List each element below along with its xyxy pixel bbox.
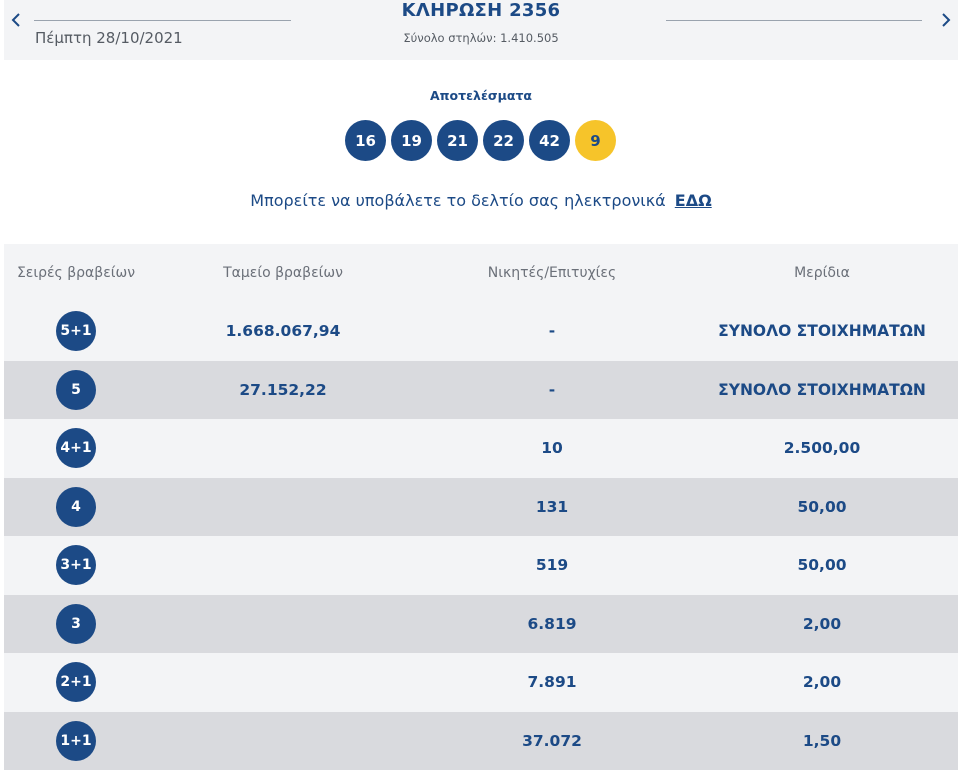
table-row: 4 131 50,00 xyxy=(4,477,958,536)
winners-cell: 37.072 xyxy=(522,731,582,750)
previous-draw-button[interactable] xyxy=(4,8,28,32)
tier-badge: 1+1 xyxy=(56,720,96,761)
number-ball: 19 xyxy=(391,120,432,161)
share-cell: 2.500,00 xyxy=(783,439,861,458)
next-draw-button[interactable] xyxy=(934,8,958,32)
draw-subtitle: Σύνολο στηλών: 1.410.505 xyxy=(403,31,559,45)
results-label: Αποτελέσματα xyxy=(429,88,533,103)
tier-badge: 3 xyxy=(56,603,96,644)
header-prize-tiers: Σειρές βραβείων xyxy=(16,265,136,281)
tier-badge: 3+1 xyxy=(56,545,96,586)
tier-badge: 2+1 xyxy=(56,662,96,703)
chevron-left-icon xyxy=(11,13,20,27)
winning-numbers: 16 19 21 22 42 9 xyxy=(345,120,616,161)
table-row: 1+1 37.072 1,50 xyxy=(4,711,958,770)
share-cell: ΣΥΝΟΛΟ ΣΤΟΙΧΗΜΑΤΩΝ xyxy=(718,380,926,399)
header-winners: Νικητές/Επιτυχίες xyxy=(487,265,617,281)
bonus-ball: 9 xyxy=(575,120,616,161)
tier-badge: 5+1 xyxy=(56,311,96,352)
header-shares: Μερίδια xyxy=(794,265,850,281)
tier-badge: 4+1 xyxy=(56,428,96,469)
draw-header: Πέμπτη 28/10/2021 ΚΛΗΡΩΣΗ 2356 Σύνολο στ… xyxy=(4,0,958,60)
share-cell: 50,00 xyxy=(797,497,847,516)
winners-cell: 6.819 xyxy=(527,614,577,633)
winners-cell: 10 xyxy=(541,439,563,458)
tier-badge: 5 xyxy=(56,369,96,410)
number-ball: 42 xyxy=(529,120,570,161)
prize-table-header: Σειρές βραβείων Ταμείο βραβείων Νικητές/… xyxy=(4,244,958,302)
winners-cell: 519 xyxy=(535,556,569,575)
winners-cell: 7.891 xyxy=(527,673,577,692)
prize-fund-cell: 27.152,22 xyxy=(239,380,327,399)
winners-cell: - xyxy=(548,322,556,341)
table-row: 4+1 10 2.500,00 xyxy=(4,419,958,478)
online-submit-text: Μπορείτε να υποβάλετε το δελτίο σας ηλεκ… xyxy=(250,191,666,210)
table-row: 3+1 519 50,00 xyxy=(4,536,958,595)
number-ball: 21 xyxy=(437,120,478,161)
share-cell: ΣΥΝΟΛΟ ΣΤΟΙΧΗΜΑΤΩΝ xyxy=(718,322,926,341)
table-row: 3 6.819 2,00 xyxy=(4,594,958,653)
number-ball: 22 xyxy=(483,120,524,161)
number-ball: 16 xyxy=(345,120,386,161)
table-row: 5 27.152,22 - ΣΥΝΟΛΟ ΣΤΟΙΧΗΜΑΤΩΝ xyxy=(4,360,958,419)
draw-title: ΚΛΗΡΩΣΗ 2356 xyxy=(401,0,561,21)
table-row: 2+1 7.891 2,00 xyxy=(4,653,958,712)
prize-table: Σειρές βραβείων Ταμείο βραβείων Νικητές/… xyxy=(4,244,958,770)
winners-cell: 131 xyxy=(535,497,569,516)
winners-cell: - xyxy=(548,380,556,399)
online-submit-prompt: Μπορείτε να υποβάλετε το δελτίο σας ηλεκ… xyxy=(0,191,962,210)
online-submit-link[interactable]: ΕΔΩ xyxy=(674,191,712,210)
draw-date: Πέμπτη 28/10/2021 xyxy=(35,29,183,47)
share-cell: 2,00 xyxy=(802,614,842,633)
share-cell: 2,00 xyxy=(802,673,842,692)
share-cell: 1,50 xyxy=(802,731,842,750)
tier-badge: 4 xyxy=(56,486,96,527)
share-cell: 50,00 xyxy=(797,556,847,575)
prize-fund-cell: 1.668.067,94 xyxy=(225,322,341,341)
table-row: 5+1 1.668.067,94 - ΣΥΝΟΛΟ ΣΤΟΙΧΗΜΑΤΩΝ xyxy=(4,302,958,361)
header-prize-fund: Ταμείο βραβείων xyxy=(223,265,343,281)
chevron-right-icon xyxy=(942,13,951,27)
divider-left xyxy=(34,20,291,21)
divider-right xyxy=(666,20,922,21)
